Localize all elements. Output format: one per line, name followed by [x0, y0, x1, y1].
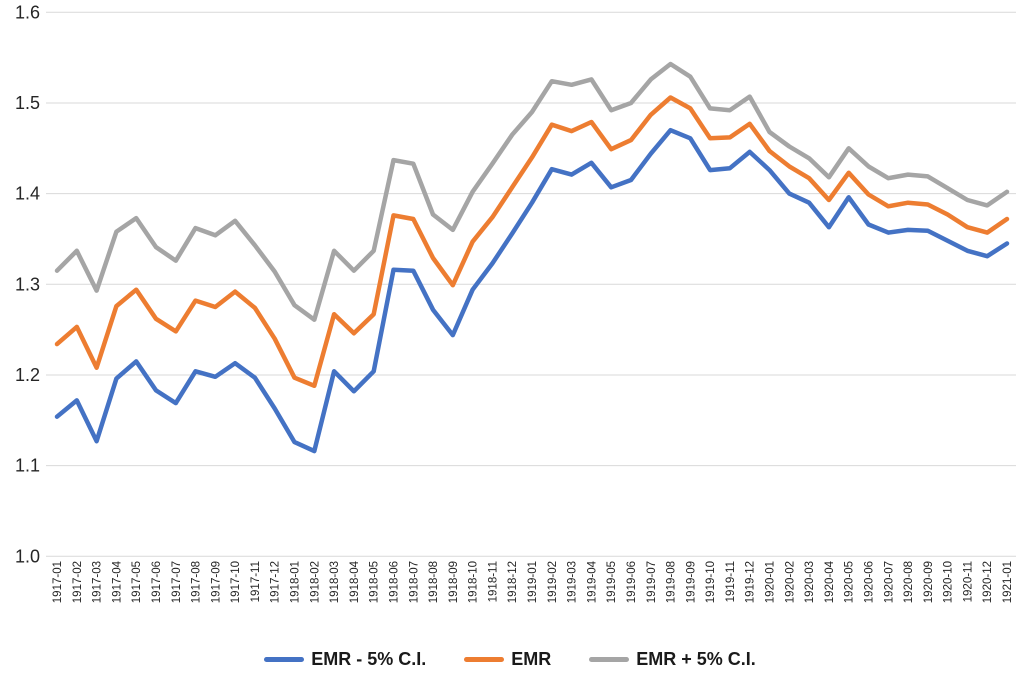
x-tick-label: 1920-04	[824, 560, 836, 603]
legend-swatch-emr-5-c-i	[589, 657, 630, 662]
x-tick-label: 1917-12	[270, 561, 282, 603]
x-tick-label: 1920-09	[923, 561, 935, 603]
emr-line-chart: 1.0 1.1 1.2 1.3 1.4 1.5 1.6 1917-01 1917-02 1917-…	[15, 2, 1016, 603]
y-tick-label: 1.3	[15, 274, 40, 294]
x-tick-label: 1919-08	[666, 561, 678, 603]
x-tick-label: 1919-11	[725, 561, 737, 602]
series-line-emr-5-c-i	[54, 61, 1010, 322]
x-tick-label: 1919-09	[685, 561, 697, 603]
x-tick-label: 1917-08	[191, 561, 203, 603]
x-tick-label: 1920-01	[765, 561, 777, 603]
x-tick-label: 1917-09	[210, 561, 222, 603]
x-tick-label: 1918-03	[329, 561, 341, 603]
x-tick-label: 1917-07	[171, 561, 183, 603]
x-tick-label: 1920-11	[962, 561, 974, 602]
x-tick-label: 1918-05	[369, 561, 381, 603]
x-tick-label: 1917-02	[72, 561, 84, 603]
x-tick-label: 1920-02	[784, 561, 796, 603]
x-tick-label: 1920-08	[903, 561, 915, 603]
x-tick-label: 1919-10	[705, 561, 717, 603]
x-tick-label: 1920-10	[943, 561, 955, 603]
legend-swatch-emr-5-c-i	[264, 657, 305, 662]
legend-item-emr-5-c-i: EMR + 5% C.I.	[589, 649, 756, 670]
y-tick-label: 1.4	[15, 184, 40, 204]
x-tick-label: 1920-07	[883, 561, 895, 603]
x-tick-label: 1919-12	[745, 561, 757, 603]
x-tick-label: 1920-05	[844, 561, 856, 603]
y-tick-label: 1.2	[15, 365, 40, 385]
x-tick-label: 1917-10	[230, 561, 242, 603]
legend-item-emr: EMR	[464, 649, 551, 670]
x-tick-label: 1921-01	[1002, 561, 1014, 603]
x-tick-label: 1918-11	[487, 561, 499, 602]
legend-label-emr-5-c-i: EMR + 5% C.I.	[636, 649, 756, 669]
legend-label-emr: EMR	[511, 649, 552, 669]
x-tick-label: 1919-07	[646, 561, 658, 603]
chart-legend: EMR - 5% C.I. EMR EMR + 5% C.I.	[0, 638, 1020, 681]
x-tick-label: 1918-04	[349, 560, 361, 603]
x-tick-label: 1917-11	[250, 561, 262, 602]
series-line-emr-5-c-i	[54, 127, 1010, 454]
legend-label-emr-5-c-i: EMR - 5% C.I.	[311, 649, 427, 669]
x-tick-label: 1917-06	[151, 561, 163, 603]
x-tick-label: 1919-02	[547, 561, 559, 603]
x-tick-label: 1919-05	[606, 561, 618, 603]
x-tick-label: 1918-07	[408, 561, 420, 603]
x-tick-label: 1919-03	[567, 561, 579, 603]
y-tick-label: 1.5	[15, 93, 40, 113]
series-line-emr	[54, 95, 1010, 389]
y-tick-label: 1.1	[15, 456, 40, 476]
x-tick-label: 1917-04	[111, 560, 123, 603]
x-tick-label: 1918-02	[309, 561, 321, 603]
x-tick-label: 1920-06	[864, 561, 876, 603]
x-tick-label: 1919-04	[586, 560, 598, 603]
x-tick-label: 1920-12	[982, 561, 994, 603]
x-tick-label: 1918-06	[389, 561, 401, 603]
y-tick-label: 1.0	[15, 546, 40, 566]
legend-swatch-emr	[464, 657, 505, 662]
x-tick-label: 1919-01	[527, 561, 539, 603]
x-tick-label: 1918-10	[468, 561, 480, 603]
y-tick-label: 1.6	[15, 2, 40, 22]
x-tick-label: 1918-08	[428, 561, 440, 603]
x-tick-label: 1917-05	[131, 561, 143, 603]
x-tick-label: 1920-03	[804, 561, 816, 603]
x-tick-label: 1917-01	[52, 561, 64, 603]
legend-item-emr-5-c-i: EMR - 5% C.I.	[264, 649, 426, 670]
x-tick-label: 1918-09	[448, 561, 460, 603]
x-tick-label: 1918-12	[507, 561, 519, 603]
x-tick-label: 1917-03	[92, 561, 104, 603]
x-tick-label: 1918-01	[290, 561, 302, 603]
x-tick-label: 1919-06	[626, 561, 638, 603]
